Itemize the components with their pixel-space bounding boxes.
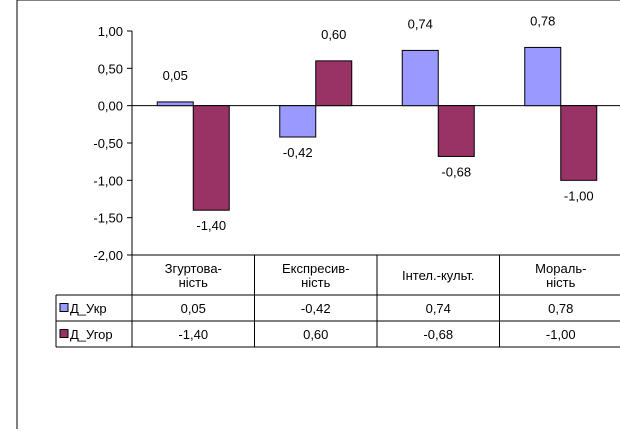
table-cell: 0,74 — [426, 301, 451, 316]
y-tick-label: 1,00 — [98, 24, 123, 39]
legend-entry: Д_Укр — [70, 301, 107, 316]
bar — [401, 49, 439, 107]
data-label: -0,42 — [283, 145, 313, 160]
data-label: 0,74 — [408, 16, 433, 31]
bars — [156, 46, 598, 211]
bar — [156, 101, 194, 107]
y-tick-label: 0,50 — [98, 61, 123, 76]
table-cell: 0,05 — [181, 301, 206, 316]
data-label: -0,68 — [441, 164, 471, 179]
category-label: ність — [301, 275, 331, 290]
table-cell: -1,00 — [546, 327, 576, 342]
bar — [279, 105, 317, 138]
y-tick-label: -0,50 — [93, 136, 123, 151]
bar — [192, 105, 230, 211]
category-label: Експресив- — [282, 261, 350, 276]
table-cell: 0,78 — [548, 301, 573, 316]
category-label: ність — [179, 275, 209, 290]
category-label: Інтел.-культ. — [402, 268, 474, 283]
data-label: 0,78 — [530, 13, 555, 28]
table-cell: 0,60 — [303, 327, 328, 342]
category-label: ність — [546, 275, 576, 290]
data-label: 0,05 — [163, 68, 188, 83]
bar — [524, 46, 562, 107]
data-label: -1,40 — [196, 218, 226, 233]
data-label: 0,60 — [321, 27, 346, 42]
table-cell: -1,40 — [178, 327, 208, 342]
legend-key — [59, 303, 69, 312]
bar — [437, 105, 475, 157]
category-label: Мораль- — [535, 261, 586, 276]
data-labels: 0,05 -0,42 0,74 0,78 -1,40 0,60 -0,68 -1,00 — [163, 13, 594, 233]
table-cell: -0,68 — [423, 327, 453, 342]
bar — [560, 105, 598, 181]
y-tick-label: -1,00 — [93, 173, 123, 188]
legend-key — [59, 329, 69, 338]
data-label: -1,00 — [564, 188, 594, 203]
bar — [315, 60, 353, 107]
table-cell: -0,42 — [301, 301, 331, 316]
y-tick-label: 0,00 — [98, 99, 123, 114]
y-tick-label: -2,00 — [93, 248, 123, 263]
category-label: Згуртова- — [165, 261, 222, 276]
y-tick-label: -1,50 — [93, 211, 123, 226]
legend-entry: Д_Угор — [70, 327, 113, 342]
